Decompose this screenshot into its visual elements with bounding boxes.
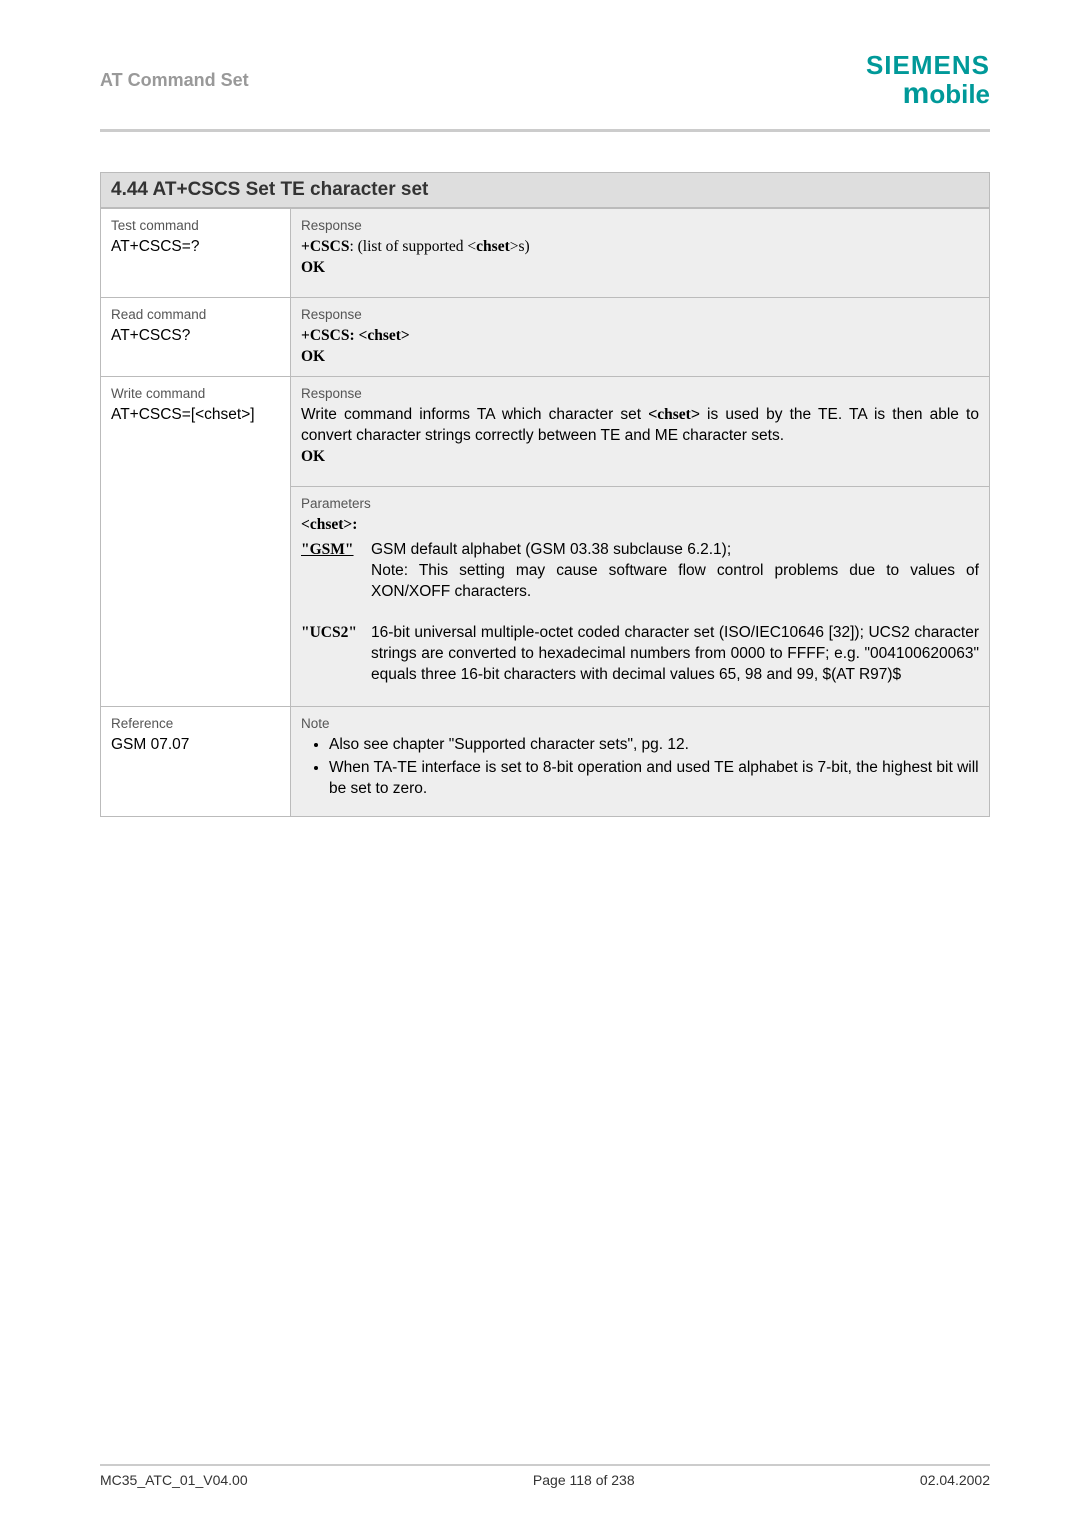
note-item: When TA-TE interface is set to 8-bit ope… (329, 758, 979, 800)
test-ok: OK (301, 258, 979, 279)
read-command-cell: Read command AT+CSCS? (101, 298, 291, 377)
write-response-cell: Response Write command informs TA which … (291, 377, 990, 487)
note-list: Also see chapter "Supported character se… (301, 735, 979, 800)
ref-cmd: GSM 07.07 (111, 735, 280, 756)
test-label: Test command (111, 217, 280, 235)
write-cmd: AT+CSCS=[<chset>] (111, 405, 280, 426)
param-gsm-row: "GSM" GSM default alphabet (GSM 03.38 su… (301, 540, 979, 603)
note-cell: Note Also see chapter "Supported charact… (291, 706, 990, 816)
header-title: AT Command Set (100, 70, 249, 91)
test-cmd: AT+CSCS=? (111, 237, 280, 258)
note-label: Note (301, 715, 979, 733)
page-header: AT Command Set SIEMENS mobile (100, 50, 990, 111)
footer-left: MC35_ATC_01_V04.00 (100, 1472, 248, 1488)
read-response-cell: Response +CSCS: <chset> OK (291, 298, 990, 377)
reference-cell: Reference GSM 07.07 (101, 706, 291, 816)
read-cmd: AT+CSCS? (111, 326, 280, 347)
footer-divider (100, 1464, 990, 1466)
chset-label: <chset>: (301, 515, 979, 536)
read-resp-label: Response (301, 306, 979, 324)
header-divider (100, 129, 990, 132)
command-table: Test command AT+CSCS=? Response +CSCS: (… (100, 208, 990, 817)
write-label: Write command (111, 385, 280, 403)
read-resp-line: +CSCS: <chset> (301, 326, 979, 347)
read-label: Read command (111, 306, 280, 324)
footer-right: 02.04.2002 (920, 1472, 990, 1488)
test-resp-line: +CSCS: (list of supported <chset>s) (301, 237, 979, 258)
param-gsm-key: "GSM" (301, 540, 371, 603)
write-desc: Write command informs TA which character… (301, 405, 979, 447)
note-item: Also see chapter "Supported character se… (329, 735, 979, 756)
test-resp-label: Response (301, 217, 979, 235)
param-ucs2-row: "UCS2" 16-bit universal multiple-octet c… (301, 623, 979, 686)
footer-center: Page 118 of 238 (533, 1472, 635, 1488)
params-label: Parameters (301, 495, 979, 513)
param-ucs2-desc: 16-bit universal multiple-octet coded ch… (371, 623, 979, 686)
logo: SIEMENS mobile (866, 50, 990, 111)
write-ok: OK (301, 447, 979, 468)
test-command-cell: Test command AT+CSCS=? (101, 209, 291, 298)
parameters-cell: Parameters <chset>: "GSM" GSM default al… (291, 487, 990, 707)
param-ucs2-key: "UCS2" (301, 623, 371, 686)
param-gsm-desc: GSM default alphabet (GSM 03.38 subclaus… (371, 540, 979, 603)
logo-mobile: mobile (866, 77, 990, 111)
test-response-cell: Response +CSCS: (list of supported <chse… (291, 209, 990, 298)
read-ok: OK (301, 347, 979, 368)
write-resp-label: Response (301, 385, 979, 403)
write-command-cell: Write command AT+CSCS=[<chset>] (101, 377, 291, 707)
page-footer: MC35_ATC_01_V04.00 Page 118 of 238 02.04… (100, 1464, 990, 1488)
section-title: 4.44 AT+CSCS Set TE character set (100, 172, 990, 208)
ref-label: Reference (111, 715, 280, 733)
